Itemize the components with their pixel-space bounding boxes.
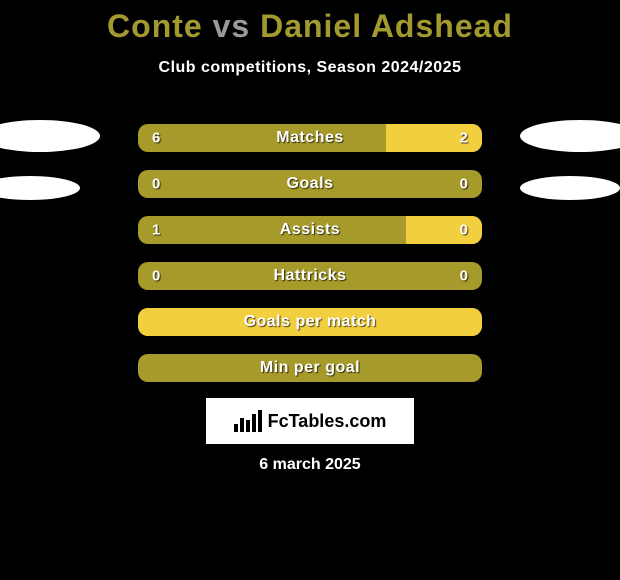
left-photo-placeholders	[0, 120, 100, 224]
stat-row: Min per goal	[138, 354, 482, 382]
photo-ellipse	[520, 120, 620, 152]
brand-box: FcTables.com	[206, 398, 414, 444]
photo-ellipse	[0, 176, 80, 200]
stat-value-right: 0	[460, 268, 468, 285]
stat-row: Goals per match	[138, 308, 482, 336]
photo-ellipse	[520, 176, 620, 200]
stats-chart: Matches62Goals00Assists10Hattricks00Goal…	[138, 124, 482, 400]
player2-name: Daniel Adshead	[260, 8, 513, 44]
stat-value-left: 0	[152, 176, 160, 193]
player1-name: Conte	[107, 8, 203, 44]
comparison-title: Conte vs Daniel Adshead	[0, 0, 620, 45]
stat-row: Hattricks0 0	[138, 262, 482, 290]
right-photo-placeholders	[520, 120, 620, 224]
brand-text: FcTables.com	[268, 411, 387, 432]
stat-value-right: 0	[460, 176, 468, 193]
stat-row: Assists1 0	[138, 216, 482, 244]
stat-label: Goals	[138, 175, 482, 193]
stat-value-right: 2	[460, 130, 468, 147]
stat-label: Hattricks	[138, 267, 482, 285]
vs-text: vs	[213, 8, 251, 44]
stat-label: Goals per match	[138, 313, 482, 331]
stat-row: Matches6 2	[138, 124, 482, 152]
stat-value-left: 0	[152, 268, 160, 285]
stat-label: Matches	[138, 129, 482, 147]
subtitle: Club competitions, Season 2024/2025	[0, 59, 620, 77]
stat-label: Assists	[138, 221, 482, 239]
stat-label: Min per goal	[138, 359, 482, 377]
brand-bars-icon	[234, 410, 262, 432]
stat-value-left: 1	[152, 222, 160, 239]
stat-value-left: 6	[152, 130, 160, 147]
photo-ellipse	[0, 120, 100, 152]
stat-row: Goals0 0	[138, 170, 482, 198]
stat-value-right: 0	[460, 222, 468, 239]
date-text: 6 march 2025	[0, 456, 620, 474]
